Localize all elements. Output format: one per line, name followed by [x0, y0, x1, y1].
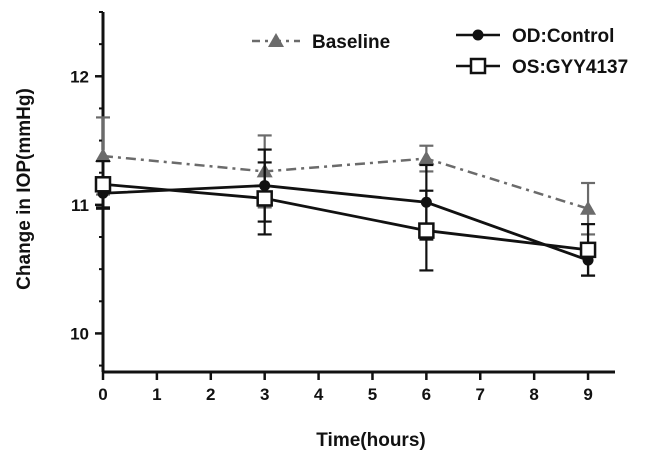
- y-tick-label: 12: [70, 67, 89, 86]
- data-point: [94, 176, 112, 193]
- x-tick-label: 1: [152, 385, 161, 404]
- x-tick-label: 7: [476, 385, 485, 404]
- data-point: [95, 148, 111, 162]
- y-axis-label: Change in IOP(mmHg): [14, 88, 35, 290]
- x-tick-label: 3: [260, 385, 269, 404]
- data-point: [418, 150, 435, 165]
- y-tick-label: 11: [71, 196, 89, 215]
- legend-marker: [268, 33, 284, 47]
- legend-label: Baseline: [312, 32, 390, 53]
- x-tick-label: 8: [529, 385, 538, 404]
- data-point: [418, 222, 435, 239]
- legend-item-od-control: OD:Control: [456, 26, 614, 47]
- legend-item-os-gyy4137: OS:GYY4137: [456, 57, 628, 78]
- data-point: [580, 200, 597, 215]
- legend-item-baseline: Baseline: [252, 32, 390, 53]
- legend-marker: [472, 29, 484, 41]
- series-baseline: [95, 116, 597, 236]
- series-line: [102, 182, 589, 252]
- x-tick-label: 5: [368, 385, 377, 404]
- x-axis-label: Time(hours): [316, 430, 425, 451]
- x-tick-label: 9: [583, 385, 592, 404]
- x-tick-label: 2: [206, 385, 215, 404]
- legend-label: OD:Control: [512, 26, 614, 47]
- legend: Baseline OD:Control OS:GYY4137: [252, 26, 628, 78]
- x-tick-label: 0: [98, 385, 107, 404]
- legend-label: OS:GYY4137: [512, 57, 628, 78]
- x-tick-label: 6: [422, 385, 431, 404]
- series-layer: [94, 116, 597, 277]
- series-od-control: [96, 148, 596, 277]
- series-line: [102, 154, 589, 210]
- y-tick-label: 10: [70, 324, 89, 343]
- series-line: [102, 184, 589, 262]
- x-tick-label: 4: [314, 385, 324, 404]
- data-point: [256, 190, 273, 207]
- data-point: [579, 241, 597, 259]
- series-os-gyy4137: [94, 160, 597, 277]
- legend-marker: [469, 57, 487, 75]
